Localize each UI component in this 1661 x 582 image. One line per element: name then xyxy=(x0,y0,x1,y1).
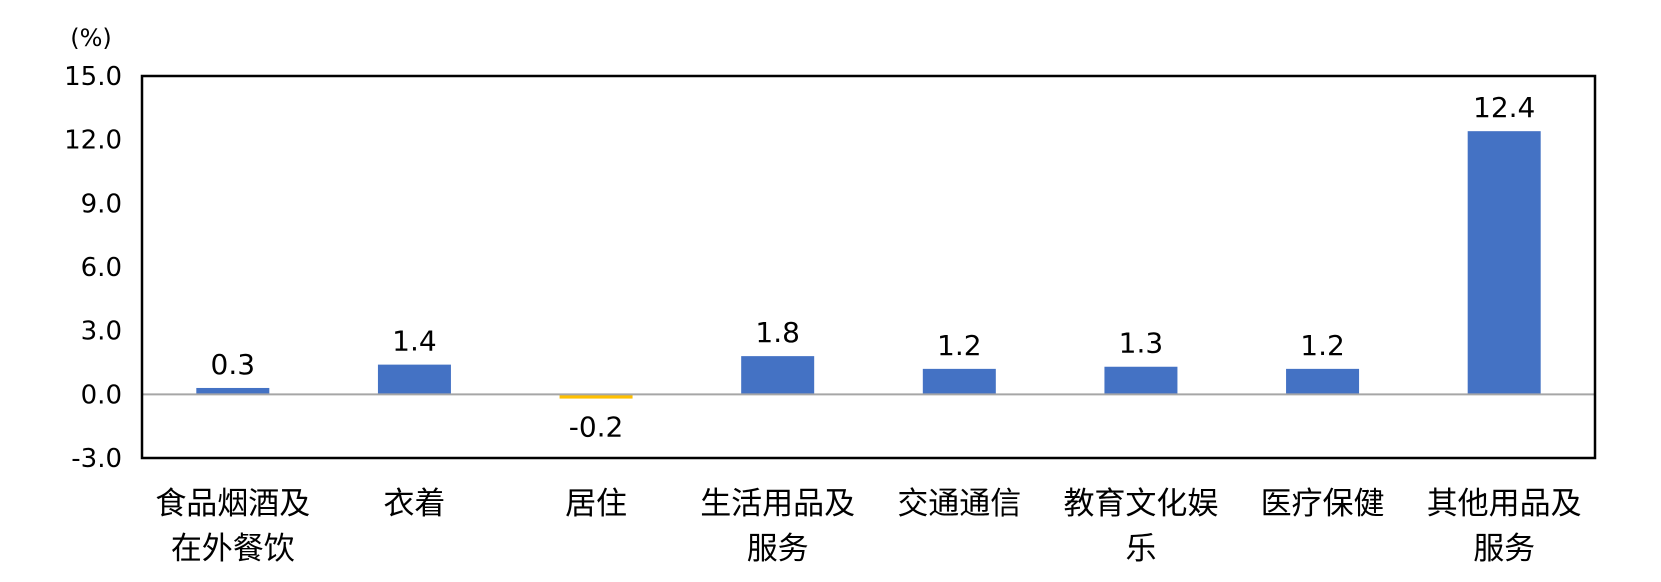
y-tick-label: -3.0 xyxy=(71,444,122,474)
bar xyxy=(1104,366,1178,395)
data-label: 12.4 xyxy=(1473,91,1535,124)
bar xyxy=(922,368,996,395)
bar xyxy=(196,387,270,395)
data-label: 1.2 xyxy=(937,329,982,362)
bar xyxy=(377,364,451,395)
plot-frame xyxy=(140,74,1597,460)
x-category-label: 在外餐饮 xyxy=(171,531,295,567)
x-category-label: 其他用品及 xyxy=(1427,486,1582,522)
y-tick-label: 3.0 xyxy=(81,317,122,347)
y-tick-label: 9.0 xyxy=(81,189,122,219)
data-label: 1.8 xyxy=(755,316,800,349)
y-tick-label: 0.0 xyxy=(81,380,122,410)
data-label: 0.3 xyxy=(211,348,256,381)
x-category-label: 乐 xyxy=(1125,531,1156,567)
x-category-label: 衣着 xyxy=(383,486,445,522)
y-tick-label: 15.0 xyxy=(64,62,122,92)
x-category-label: 生活用品及 xyxy=(700,486,855,522)
bar xyxy=(741,356,815,395)
data-label: 1.2 xyxy=(1300,329,1345,362)
x-category-label: 交通通信 xyxy=(897,486,1021,522)
y-tick-label: 6.0 xyxy=(81,253,122,283)
data-label: 1.4 xyxy=(392,325,437,358)
x-category-label: 服务 xyxy=(747,531,809,567)
bar xyxy=(1467,131,1541,395)
y-tick-label: 12.0 xyxy=(64,126,122,156)
x-category-label: 医疗保健 xyxy=(1261,486,1385,522)
x-category-label: 服务 xyxy=(1473,531,1535,567)
bar xyxy=(559,394,633,399)
x-category-label: 教育文化娱 xyxy=(1063,486,1218,522)
data-label: 1.3 xyxy=(1119,327,1164,360)
bar xyxy=(1286,368,1360,395)
x-category-label: 食品烟酒及 xyxy=(155,486,310,522)
x-category-label: 居住 xyxy=(565,486,627,522)
y-unit-label: (%) xyxy=(70,24,112,52)
data-label: -0.2 xyxy=(569,411,624,444)
